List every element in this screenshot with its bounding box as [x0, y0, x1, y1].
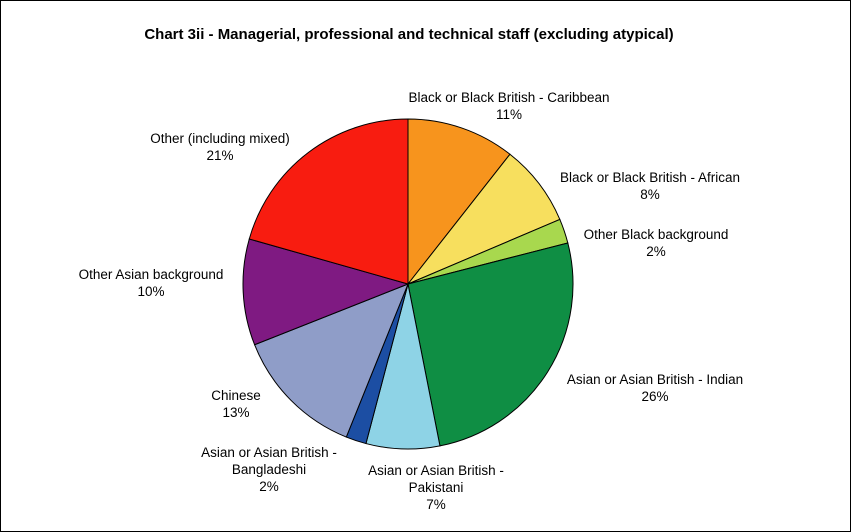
pie-slice	[253, 283, 409, 438]
slice-name: Other Asian background	[79, 267, 224, 282]
slice-name: Bangladeshi	[232, 462, 306, 477]
slice-label: Asian or Asian British - Pakistani 7%	[368, 463, 504, 512]
slice-percent: 13%	[222, 405, 249, 420]
slice-name: Asian or Asian British -	[368, 463, 504, 478]
slice-percent: 2%	[646, 244, 666, 259]
slice-label: Other (including mixed) 21%	[150, 131, 290, 163]
slice-name: Asian or Asian British -	[201, 445, 337, 460]
slice-label: Chinese 13%	[211, 388, 261, 420]
pie-slice	[242, 238, 410, 346]
chart-title: Chart 3ii - Managerial, professional and…	[144, 26, 674, 43]
slice-percent: 8%	[640, 187, 660, 202]
slice-percent: 21%	[206, 148, 233, 163]
slice-label: Black or Black British - Caribbean 11%	[408, 90, 609, 122]
slice-label: Other Asian background 10%	[79, 267, 224, 299]
slice-percent: 7%	[426, 497, 446, 512]
slice-label: Asian or Asian British - Indian 26%	[567, 372, 743, 404]
slice-name: Asian or Asian British - Indian	[567, 372, 743, 387]
slice-label: Other Black background 2%	[584, 227, 729, 259]
slice-percent: 2%	[259, 479, 279, 494]
pie-slice	[407, 242, 574, 447]
slice-name: Other (including mixed)	[150, 131, 290, 146]
pie-slice	[407, 118, 511, 286]
slice-name: Other Black background	[584, 227, 729, 242]
slice-label: Asian or Asian British - Bangladeshi 2%	[201, 445, 337, 494]
slice-name: Chinese	[211, 388, 261, 403]
slice-name: Black or Black British - African	[560, 170, 740, 185]
pie-slice	[248, 118, 409, 285]
slice-label: Black or Black British - African 8%	[560, 170, 740, 202]
slice-name: Pakistani	[409, 480, 464, 495]
slice-percent: 10%	[137, 284, 164, 299]
slice-name: Black or Black British - Caribbean	[408, 90, 609, 105]
slice-percent: 11%	[496, 107, 522, 122]
slice-percent: 26%	[641, 389, 668, 404]
